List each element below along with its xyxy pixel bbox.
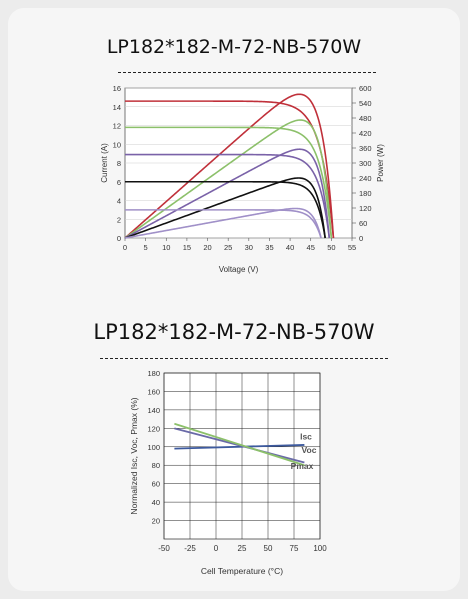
y-tick-label: 2 bbox=[117, 215, 121, 224]
iv-curve-chart: 0246810121416060120180240300360420480540… bbox=[100, 84, 385, 274]
y-tick-label: 10 bbox=[113, 140, 121, 149]
x-tick-label: 10 bbox=[162, 243, 170, 252]
series-line-pmax bbox=[174, 422, 305, 467]
y-tick-label: 16 bbox=[113, 84, 121, 93]
x-tick-label: 40 bbox=[286, 243, 294, 252]
y2-tick-label: 480 bbox=[359, 114, 372, 123]
iv-curve-3 bbox=[125, 153, 331, 239]
y-tick-label: 0 bbox=[117, 234, 121, 243]
y-tick-label: 20 bbox=[152, 517, 160, 526]
y-axis-label: Normalized Isc, Voc, Pmax (%) bbox=[129, 397, 139, 514]
y2-tick-label: 240 bbox=[359, 174, 372, 183]
series-label-voc: Voc bbox=[302, 445, 317, 455]
series-label-pmax: Pmax bbox=[291, 461, 314, 471]
x-tick-label: 0 bbox=[214, 544, 219, 553]
y-tick-label: 8 bbox=[117, 159, 121, 168]
x-tick-label: 100 bbox=[313, 544, 327, 553]
x-tick-label: 50 bbox=[264, 544, 273, 553]
x-tick-label: 45 bbox=[307, 243, 315, 252]
y-tick-label: 120 bbox=[147, 424, 160, 433]
pv-curve-5 bbox=[124, 207, 322, 239]
x-tick-label: 75 bbox=[290, 544, 299, 553]
y2-tick-label: 540 bbox=[359, 99, 372, 108]
series-label-isc: Isc bbox=[300, 431, 312, 441]
y2-tick-label: 300 bbox=[359, 159, 372, 168]
title-divider-2 bbox=[100, 358, 388, 359]
iv-curve-4 bbox=[125, 180, 326, 239]
pv-curve-1 bbox=[124, 93, 335, 239]
title-divider-1 bbox=[118, 72, 376, 73]
x-axis-label: Cell Temperature (°C) bbox=[201, 566, 283, 576]
iv-curve-5 bbox=[125, 209, 322, 239]
y2-tick-label: 60 bbox=[359, 219, 367, 228]
pv-curve-2 bbox=[124, 119, 333, 239]
chart-title-iv: LP182*182-M-72-NB-570W bbox=[106, 36, 362, 58]
series-line-isc bbox=[174, 444, 305, 450]
y2-tick-label: 360 bbox=[359, 144, 372, 153]
y2-axis-label: Power (W) bbox=[376, 144, 385, 182]
y-tick-label: 60 bbox=[152, 480, 160, 489]
temperature-coefficient-chart: 20 40 60 80 100 120 140 160 180 -50 -25 0 25 50 75 100 I… bbox=[129, 369, 327, 576]
x-tick-label: -25 bbox=[184, 544, 196, 553]
x-tick-label: 5 bbox=[144, 243, 148, 252]
y-tick-label: 140 bbox=[147, 406, 160, 415]
y-tick-label: 6 bbox=[117, 178, 121, 187]
y-tick-label: 160 bbox=[147, 387, 160, 396]
y-tick-label: 12 bbox=[113, 122, 121, 131]
x-tick-label: 20 bbox=[203, 243, 211, 252]
y-tick-label: 40 bbox=[152, 498, 160, 507]
y-tick-label: 4 bbox=[117, 197, 121, 206]
y2-tick-label: 420 bbox=[359, 129, 372, 138]
y-tick-label: 180 bbox=[147, 369, 160, 378]
y-tick-label: 100 bbox=[147, 443, 160, 452]
x-tick-label: 25 bbox=[224, 243, 232, 252]
x-tick-label: 15 bbox=[183, 243, 191, 252]
iv-curve-2 bbox=[125, 126, 333, 239]
iv-curve-1 bbox=[125, 100, 335, 239]
pv-curve-3 bbox=[124, 148, 331, 239]
x-tick-label: 30 bbox=[245, 243, 253, 252]
x-axis-label: Voltage (V) bbox=[219, 265, 259, 274]
y2-tick-label: 180 bbox=[359, 189, 372, 198]
y-tick-label: 14 bbox=[113, 103, 121, 112]
x-tick-label: 55 bbox=[348, 243, 356, 252]
x-tick-label: 35 bbox=[265, 243, 273, 252]
pv-curve-4 bbox=[124, 177, 326, 239]
x-tick-label: 25 bbox=[238, 544, 247, 553]
y2-tick-label: 0 bbox=[359, 234, 363, 243]
x-tick-label: 0 bbox=[123, 243, 127, 252]
y2-tick-label: 120 bbox=[359, 204, 372, 213]
y-tick-label: 80 bbox=[152, 461, 160, 470]
chart-title-temperature: LP182*182-M-72-NB-570W bbox=[93, 320, 375, 344]
y-axis-label: Current (A) bbox=[100, 143, 109, 183]
y2-tick-label: 600 bbox=[359, 84, 372, 93]
x-tick-label: 50 bbox=[327, 243, 335, 252]
x-tick-label: -50 bbox=[158, 544, 170, 553]
